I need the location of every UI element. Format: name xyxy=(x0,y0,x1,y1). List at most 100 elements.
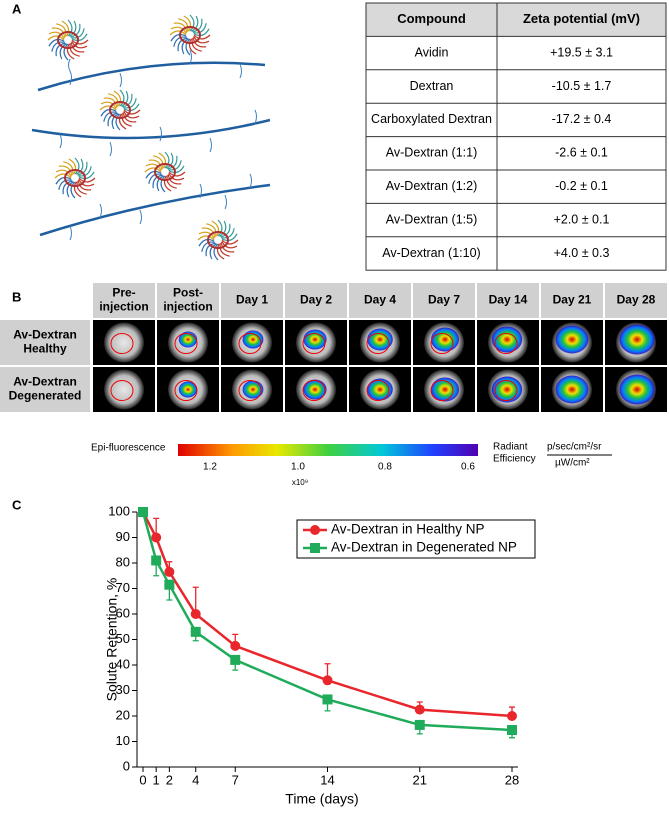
protein-strand xyxy=(189,14,195,32)
table-cell: Av-Dextran (1:1) xyxy=(386,146,477,160)
protein-strand xyxy=(198,238,215,247)
protein-strand xyxy=(221,233,238,242)
roi-circle xyxy=(430,333,454,354)
data-point xyxy=(507,711,517,721)
protein-strand xyxy=(173,22,188,33)
column-header: Day 4 xyxy=(364,293,396,307)
protein-strand xyxy=(68,20,77,37)
signal xyxy=(242,330,264,349)
y-tick-label: 40 xyxy=(116,656,130,671)
x-tick-label: 28 xyxy=(505,772,519,787)
protein-strand xyxy=(173,36,187,47)
panel-label: C xyxy=(12,497,22,512)
protein-core xyxy=(207,231,229,249)
protein-strand xyxy=(118,113,127,130)
roi-circle xyxy=(494,333,518,354)
protein-strand xyxy=(78,177,96,183)
protein-strand xyxy=(55,42,66,57)
table-header: Zeta potential (mV) xyxy=(523,11,640,26)
protein-strand xyxy=(70,23,81,38)
column-header-bg xyxy=(605,283,667,318)
y-tick-label: 10 xyxy=(116,733,130,748)
protein-strand xyxy=(206,223,217,237)
protein-strand xyxy=(71,40,88,49)
legend-marker xyxy=(310,525,320,535)
protein-strand xyxy=(55,176,72,185)
x-tick-label: 7 xyxy=(232,772,239,787)
row-header: Av-Dextran xyxy=(13,328,77,342)
table-cell: Carboxylated Dextran xyxy=(371,112,492,126)
protein-strand xyxy=(113,90,122,107)
column-header: Post- xyxy=(173,286,203,300)
data-point xyxy=(414,719,425,730)
table-cell: -0.2 ± 0.1 xyxy=(555,179,608,193)
protein-strand xyxy=(121,113,132,127)
roi-circle xyxy=(238,333,262,354)
table-cell: +2.0 ± 0.1 xyxy=(554,212,610,226)
protein-strand xyxy=(190,15,199,32)
protein-strand xyxy=(168,160,182,171)
protein-strand xyxy=(119,89,125,107)
protein-strand xyxy=(99,105,117,111)
protein-strand xyxy=(169,30,187,36)
protein-strand xyxy=(77,161,88,176)
data-point xyxy=(151,555,162,566)
protein-strand xyxy=(170,33,187,42)
protein-strand xyxy=(68,158,77,175)
colorbar xyxy=(178,444,478,456)
roi-circle xyxy=(174,333,198,354)
protein-strand xyxy=(168,171,186,177)
protein-strand xyxy=(103,111,117,122)
protein-strand xyxy=(193,35,210,44)
protein-strand xyxy=(115,113,121,131)
protein-strand xyxy=(211,220,220,237)
protein-strand xyxy=(160,175,166,193)
protein-strand xyxy=(221,240,238,249)
legend-label: Av-Dextran in Degenerated NP xyxy=(331,540,517,555)
signal xyxy=(555,375,589,404)
protein-strand xyxy=(158,152,167,169)
protein-strand xyxy=(213,243,219,261)
protein-strand xyxy=(56,23,67,37)
protein-strand xyxy=(123,109,141,115)
roi-circle xyxy=(366,333,390,354)
protein-strand xyxy=(111,113,120,130)
protein-strand xyxy=(75,158,84,175)
protein-strand xyxy=(71,28,85,39)
column-header-bg xyxy=(541,283,603,318)
table-cell: Av-Dextran (1:10) xyxy=(382,246,480,260)
protein-strand xyxy=(221,228,235,239)
column-header-bg xyxy=(285,283,347,318)
protein-strand xyxy=(100,101,117,110)
protein-strand xyxy=(167,174,182,185)
protein-strand xyxy=(47,35,65,41)
protein-strand xyxy=(122,112,137,123)
protein-strand xyxy=(192,18,203,33)
x-tick-label: 0 xyxy=(139,772,146,787)
protein-strand xyxy=(54,173,72,179)
data-point xyxy=(322,675,333,686)
protein-strand xyxy=(63,43,69,61)
protein-strand xyxy=(76,181,87,195)
protein-strand xyxy=(73,181,82,198)
protein-strand xyxy=(170,26,187,35)
protein-strand xyxy=(164,151,170,169)
protein-strand xyxy=(148,159,163,170)
colorbar-tick: 0.8 xyxy=(378,462,392,473)
protein-core xyxy=(154,163,176,181)
column-header: injection xyxy=(163,300,212,314)
row-header-bg xyxy=(0,320,90,365)
roi-circle xyxy=(302,380,326,401)
colorbar-unit: p/sec/cm²/sr xyxy=(547,442,602,453)
signal xyxy=(303,329,327,350)
protein-strand xyxy=(153,155,164,169)
protein-strand xyxy=(201,227,216,238)
protein-strand xyxy=(185,38,191,56)
colorbar-tick: 0.6 xyxy=(461,462,475,473)
column-header: Day 28 xyxy=(617,293,656,307)
data-point xyxy=(164,566,175,577)
roi-circle xyxy=(174,380,198,401)
colorbar-tick: 1.2 xyxy=(203,462,217,473)
